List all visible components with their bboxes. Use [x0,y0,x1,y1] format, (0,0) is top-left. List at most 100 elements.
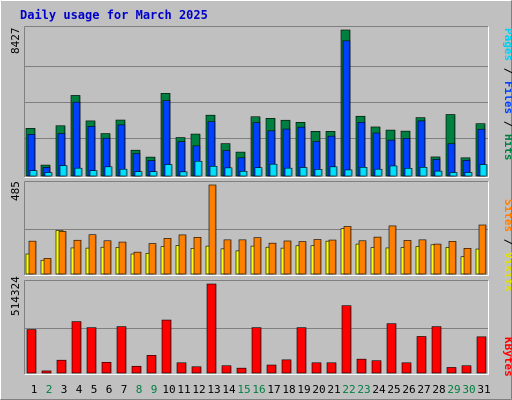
bar-kbytes-body [101,361,112,374]
hits-day-20 [310,131,323,177]
visits-day-8 [130,251,142,275]
bar-sites [223,239,232,275]
hits-day-2 [40,164,53,177]
day-label-1: 1 [31,383,38,396]
day-label-16: 16 [252,383,265,396]
visits-day-28 [430,243,442,275]
bar-sites [118,241,127,275]
bar-pages [464,172,473,177]
kbytes-day-31 [476,336,487,374]
bar-pages [44,172,53,177]
visits-day-20 [310,239,322,275]
kbytes-day-19 [296,327,307,374]
hits-day-6 [100,133,113,177]
bar-pages [374,168,383,177]
day-label-25: 25 [387,383,400,396]
bar-sites [193,236,202,275]
day-label-18: 18 [282,383,295,396]
hits-day-5 [85,120,98,177]
hits-day-15 [235,151,248,177]
bar-pages [29,170,38,177]
legend-visits: Visits [502,252,512,292]
kbytes-day-29 [446,367,457,374]
visits-day-6 [100,240,112,275]
hits-day-18 [280,119,293,177]
bar-pages [449,172,458,177]
bar-kbytes [86,327,97,374]
bar-sites [358,240,367,275]
day-label-4: 4 [76,383,83,396]
bar-pages [179,171,188,177]
bar-kbytes-body [446,367,457,374]
kbytes-day-15 [236,367,247,374]
visits-day-30 [460,248,472,275]
bar-kbytes-body [431,326,442,374]
bar-kbytes [221,365,232,374]
bar-kbytes [56,359,67,374]
bar-pages [239,171,248,177]
day-label-9: 9 [151,383,158,396]
day-label-12: 12 [192,383,205,396]
day-label-8: 8 [136,383,143,396]
day-label-22: 22 [342,383,355,396]
bar-kbytes [311,362,322,374]
visits-day-12 [190,236,202,275]
bar-kbytes [191,366,202,374]
bar-files [342,40,351,177]
bar-pages [344,169,353,177]
bar-kbytes [446,367,457,374]
day-label-10: 10 [162,383,175,396]
visits-day-15 [235,239,247,275]
kbytes-day-11 [176,362,187,374]
bar-sites [463,248,472,275]
bar-sites [238,239,247,275]
bar-pages [314,169,323,177]
day-label-30: 30 [462,383,475,396]
bar-pages [389,165,398,177]
bar-sites [28,240,37,275]
bar-pages [284,167,293,177]
kbytes-day-22 [341,305,352,374]
bar-kbytes-body [266,364,277,374]
legend-pages: Pages [502,28,512,61]
visits-day-31 [475,224,487,275]
bar-kbytes-body [281,359,292,374]
bar-pages [119,168,128,177]
bar-files [27,134,36,177]
bar-sites [373,236,382,275]
bar-sites [283,240,292,275]
bar-kbytes [266,364,277,374]
bar-kbytes-body [131,365,142,374]
day-label-29: 29 [447,383,460,396]
kbytes-day-5 [86,327,97,374]
hits-ymax-label: 8427 [9,28,22,55]
bar-sites [253,237,262,275]
kbytes-day-7 [116,326,127,374]
bar-pages [134,171,143,177]
bar-sites [313,239,322,275]
bar-kbytes-body [221,365,232,374]
bar-sites [433,243,442,275]
bar-kbytes [41,370,52,374]
legend-kbytes: KBytes [502,337,512,377]
kbytes-day-18 [281,359,292,374]
legend-hits-files-pages: Pages / Files / Hits [502,28,512,161]
visits-day-4 [70,239,82,275]
bar-pages [434,170,443,177]
bar-kbytes-body [26,329,37,374]
day-label-3: 3 [61,383,68,396]
day-label-15: 15 [237,383,250,396]
hits-day-9 [145,156,158,177]
chart-title: Daily usage for March 2025 [20,8,208,22]
kbytes-day-16 [251,327,262,374]
legend-hits: Hits [502,134,512,161]
bar-files [72,101,81,177]
bar-pages [59,165,68,177]
bar-kbytes [326,362,337,374]
bar-sites [343,226,352,275]
legend-sep-3: / [502,239,512,246]
bar-pages [419,167,428,177]
bar-sites [388,225,397,275]
kbytes-day-26 [401,362,412,374]
